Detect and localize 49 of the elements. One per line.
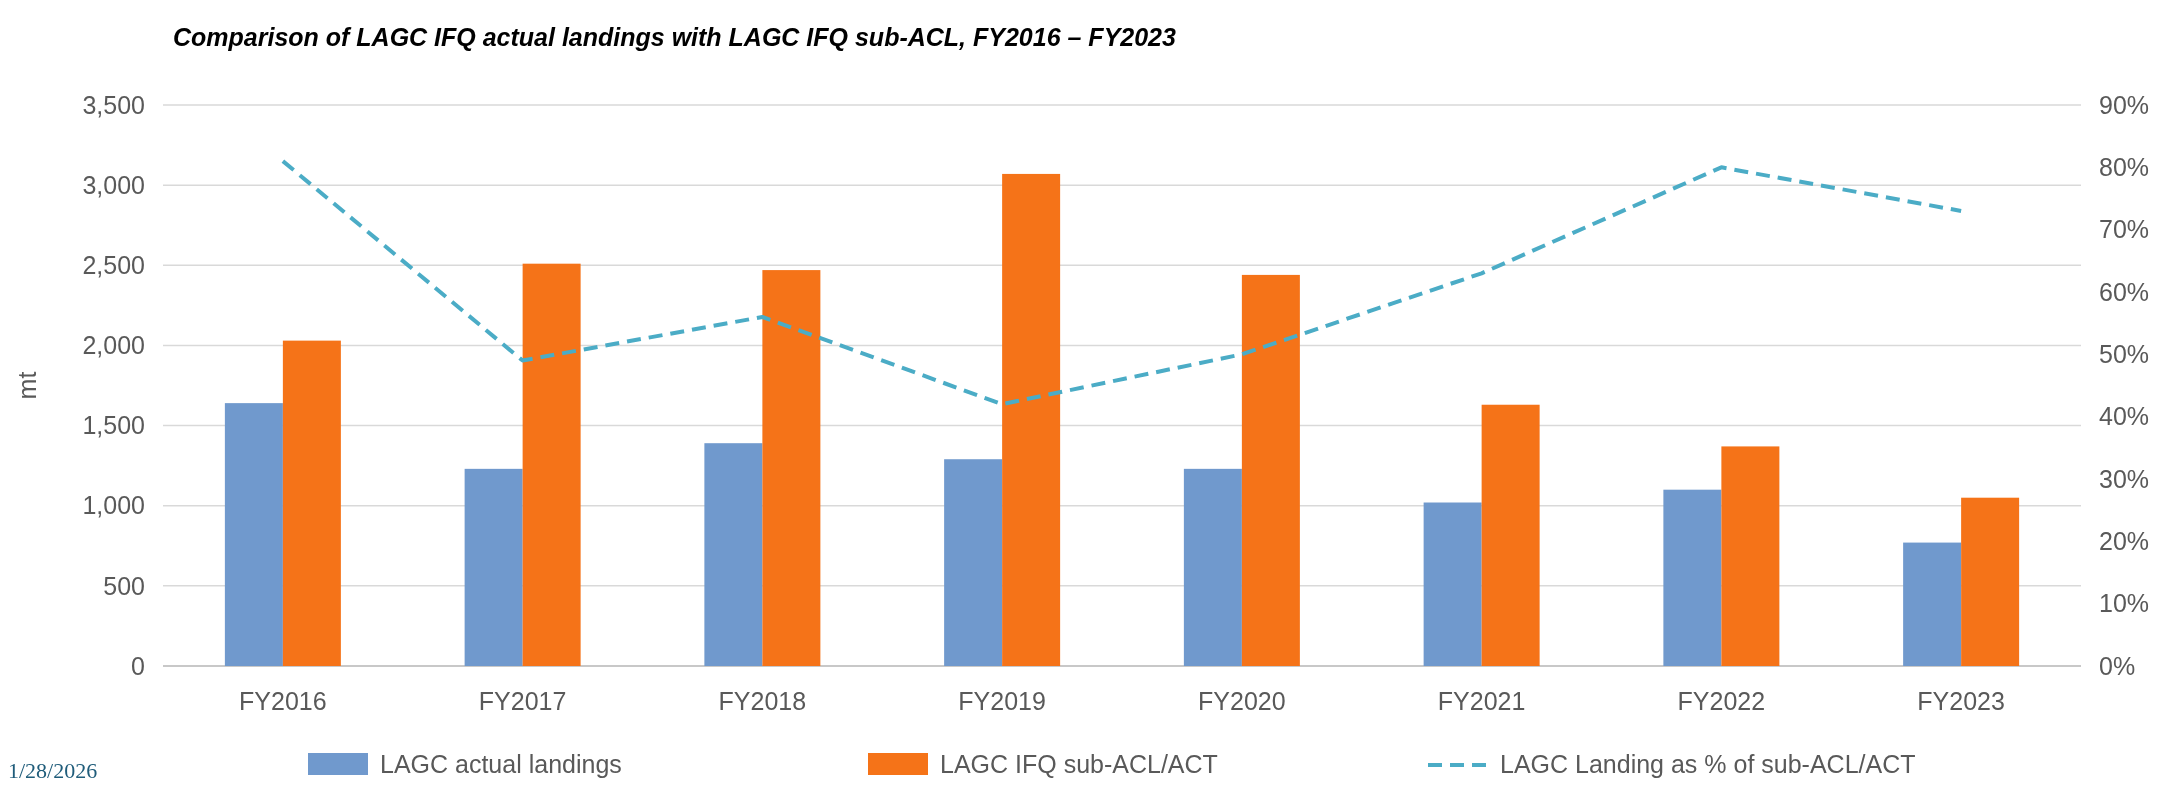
y-tick-label: 2,000 bbox=[82, 331, 145, 360]
x-tick-label: FY2022 bbox=[1677, 687, 1766, 715]
bar bbox=[1481, 404, 1540, 666]
y2-tick-label: 0% bbox=[2099, 651, 2136, 680]
bar bbox=[1002, 173, 1061, 666]
y2-tick-label: 30% bbox=[2099, 464, 2150, 493]
y2-tick-label: 50% bbox=[2099, 340, 2150, 369]
y2-tick-label: 60% bbox=[2099, 277, 2150, 306]
y2-tick-label: 10% bbox=[2099, 589, 2150, 618]
x-tick-label: FY2018 bbox=[718, 687, 807, 715]
y2-tick-label: 90% bbox=[2099, 90, 2150, 119]
y2-tick-label: 70% bbox=[2099, 215, 2150, 244]
x-tick-label: FY2017 bbox=[478, 687, 567, 715]
x-tick-label: FY2016 bbox=[239, 687, 327, 715]
x-tick-label: FY2019 bbox=[958, 687, 1046, 715]
legend-label: LAGC Landing as % of sub-ACL/ACT bbox=[1500, 750, 1916, 778]
x-tick-label: FY2020 bbox=[1198, 687, 1286, 715]
bar bbox=[224, 403, 283, 666]
y-tick-label: 3,000 bbox=[82, 170, 145, 199]
y-tick-label: 2,500 bbox=[82, 251, 145, 280]
y2-tick-label: 40% bbox=[2099, 402, 2150, 431]
bar bbox=[1721, 446, 1780, 666]
bar bbox=[1183, 468, 1242, 666]
text: 1/28/2026 bbox=[8, 758, 98, 783]
line-series bbox=[280, 159, 1964, 407]
y2-tick-label: 20% bbox=[2099, 527, 2150, 556]
bar bbox=[464, 468, 523, 666]
bar bbox=[1423, 502, 1482, 666]
y-tick-label: 1,500 bbox=[82, 411, 145, 440]
y-tick-label: 1,000 bbox=[82, 491, 145, 520]
bar bbox=[1903, 542, 1962, 666]
chart-title: Comparison of LAGC IFQ actual landings with LAGC IFQ sub-ACL, FY2016 – FY2023 bbox=[173, 23, 1177, 51]
y-tick-label: 500 bbox=[103, 571, 145, 600]
y-tick-label: 0 bbox=[131, 651, 145, 680]
legend-label: LAGC actual landings bbox=[380, 750, 622, 778]
bar bbox=[762, 270, 821, 666]
bar bbox=[1961, 497, 2020, 666]
bar bbox=[1663, 489, 1722, 666]
bar bbox=[522, 263, 581, 666]
y2-tick-label: 80% bbox=[2099, 153, 2150, 182]
bar bbox=[282, 340, 341, 666]
y-axis-title: mt bbox=[13, 371, 41, 400]
x-tick-label: FY2023 bbox=[1917, 687, 2005, 715]
x-tick-label: FY2021 bbox=[1437, 687, 1526, 715]
legend-label: LAGC IFQ sub-ACL/ACT bbox=[940, 750, 1218, 778]
y-tick-label: 3,500 bbox=[82, 90, 145, 119]
bar bbox=[944, 459, 1003, 666]
bar bbox=[704, 443, 763, 666]
bar bbox=[1241, 274, 1300, 666]
